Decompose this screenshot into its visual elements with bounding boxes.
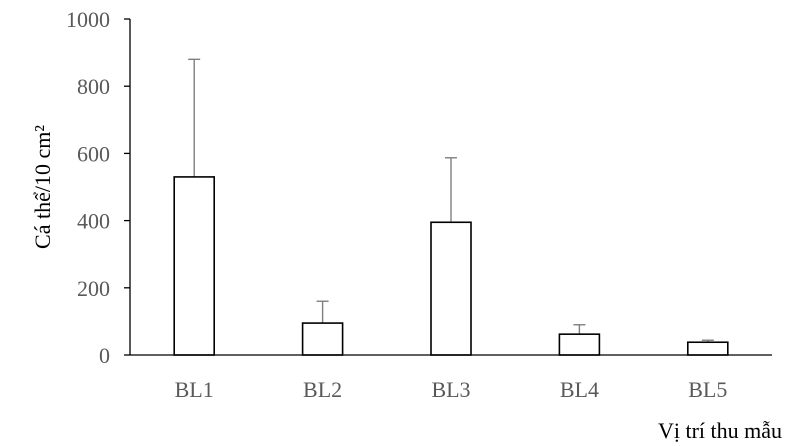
x-tick-label-bl5: BL5 [688,377,727,402]
x-tick-label-bl3: BL3 [431,377,470,402]
y-tick-label: 0 [99,343,110,368]
x-axis: BL1 BL2 BL3 BL4 BL5 [130,354,772,402]
y-tick-label: 400 [77,209,110,234]
y-axis-title: Cá thể/10 cm² [30,125,55,249]
y-tick-label: 600 [77,141,110,166]
y-tick-label: 800 [77,74,110,99]
x-axis-title: Vị trí thu mẫu [658,418,782,443]
x-tick-label-bl4: BL4 [560,377,599,402]
x-tick-label-bl2: BL2 [303,377,342,402]
bar-bl2 [301,322,344,356]
bars [173,58,729,356]
bar-bl3 [430,221,472,356]
bar-bl4 [558,333,601,356]
y-tick-label: 1000 [66,7,110,32]
x-tick-label-bl1: BL1 [175,377,214,402]
y-tick-label: 200 [77,276,110,301]
bar-bl5 [686,341,729,356]
y-axis: 0 200 400 600 800 1000 [66,7,131,368]
bar-bl1 [173,176,215,356]
